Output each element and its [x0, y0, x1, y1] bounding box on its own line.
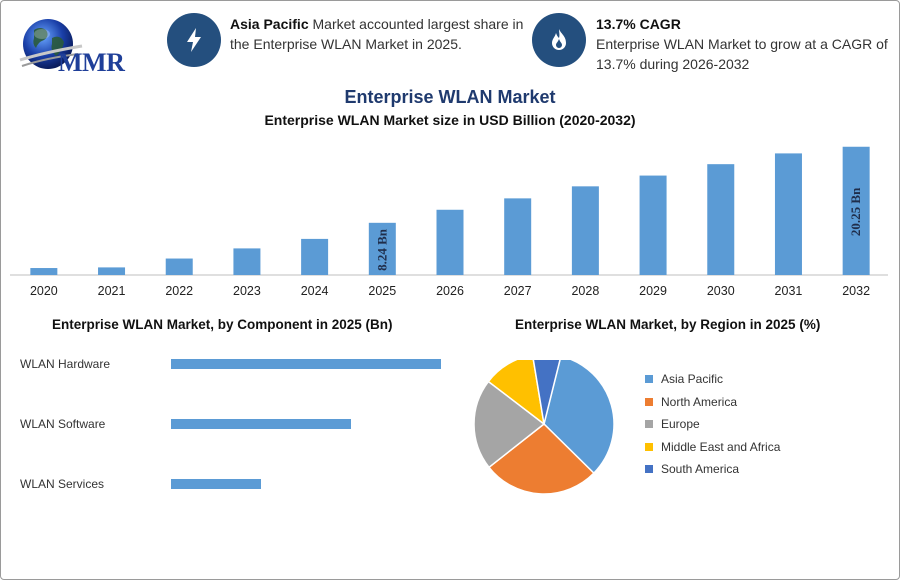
legend-swatch [645, 442, 653, 451]
x-tick-label: 2021 [98, 284, 126, 298]
mmr-logo: MMR [16, 16, 136, 80]
component-chart-title: Enterprise WLAN Market, by Component in … [52, 317, 393, 332]
bar-chart-title: Enterprise WLAN Market size in USD Billi… [264, 112, 636, 128]
bar-data-label: 20.25 Bn [848, 187, 863, 236]
x-tick-label: 2022 [165, 284, 193, 298]
page-title: Enterprise WLAN Market [344, 87, 556, 107]
x-tick-label: 2029 [639, 284, 667, 298]
legend-item: Middle East and Africa [645, 436, 780, 459]
x-tick-label: 2028 [571, 284, 599, 298]
bar-2027 [504, 198, 532, 275]
bar-2024 [301, 238, 329, 275]
info-text-1: Asia Pacific Market accounted largest sh… [230, 14, 530, 54]
globe-icon [19, 19, 83, 69]
pie-slice-south-america [532, 360, 561, 425]
bar-2032 [842, 146, 870, 275]
legend-item: Europe [645, 413, 780, 436]
x-tick-label: 2023 [233, 284, 261, 298]
component-label: WLAN Software [20, 417, 106, 431]
component-bar [171, 359, 441, 369]
bar-2023 [233, 248, 261, 275]
component-bar [171, 479, 262, 489]
bar-2021 [98, 267, 126, 275]
lightning-icon [187, 28, 201, 52]
logo-text: MMR [58, 48, 125, 77]
x-tick-label: 2032 [842, 284, 870, 298]
legend-label: Europe [661, 417, 700, 432]
pie-slice-asia-pacific [543, 360, 615, 475]
x-tick-label: 2031 [775, 284, 803, 298]
legend-item: South America [645, 458, 780, 481]
legend-swatch [645, 420, 653, 429]
legend-swatch [645, 465, 653, 474]
legend-swatch [645, 375, 653, 384]
component-bar-chart: WLAN Hardware WLAN Software WLAN Services [0, 340, 460, 510]
pie-slice-middle-east-and-africa [487, 360, 546, 426]
component-label: WLAN Services [20, 477, 105, 491]
x-tick-label: 2020 [30, 284, 58, 298]
x-tick-label: 2027 [504, 284, 532, 298]
info-badge-2 [532, 13, 586, 67]
market-size-bar-chart: 2020 2021 2022 2023 2024 2025 8.24 Bn 2026 2027 2… [10, 146, 888, 298]
legend-label: Middle East and Africa [661, 439, 781, 454]
bar-2031 [774, 153, 802, 275]
bar-2025 [368, 222, 396, 275]
component-label: WLAN Hardware [20, 357, 111, 371]
info-text-2: 13.7% CAGR Enterprise WLAN Market to gro… [596, 14, 891, 74]
info2-bold: 13.7% CAGR [596, 16, 681, 32]
pie-slice-europe [473, 380, 546, 469]
bar-2020 [30, 268, 58, 275]
pie-slice-north-america [487, 423, 595, 495]
info1-rest: Market accounted largest share in the En… [230, 16, 524, 52]
info2-rest: Enterprise WLAN Market to grow at a CAGR… [596, 36, 888, 72]
bar-2029 [639, 175, 667, 275]
component-bar [171, 419, 352, 429]
region-pie-chart [473, 360, 615, 495]
legend-label: South America [661, 462, 740, 477]
legend-item: Asia Pacific [645, 368, 780, 391]
region-chart-title: Enterprise WLAN Market, by Region in 202… [515, 317, 821, 332]
region-legend: Asia Pacific North America Europe Middle Ea… [645, 368, 780, 481]
info-badge-1 [167, 13, 221, 67]
bar-2030 [707, 164, 735, 275]
legend-item: North America [645, 391, 780, 414]
bar-2028 [571, 186, 599, 275]
bar-2022 [165, 258, 193, 275]
bar-2026 [436, 209, 464, 275]
x-tick-label: 2026 [436, 284, 464, 298]
flame-icon [552, 29, 566, 50]
x-tick-label: 2024 [301, 284, 329, 298]
x-tick-label: 2025 [368, 284, 396, 298]
x-tick-label: 2030 [707, 284, 735, 298]
info1-bold: Asia Pacific [230, 16, 309, 32]
legend-label: Asia Pacific [661, 372, 724, 387]
bar-data-label: 8.24 Bn [374, 228, 389, 271]
legend-swatch [645, 397, 653, 406]
legend-label: North America [661, 394, 738, 409]
